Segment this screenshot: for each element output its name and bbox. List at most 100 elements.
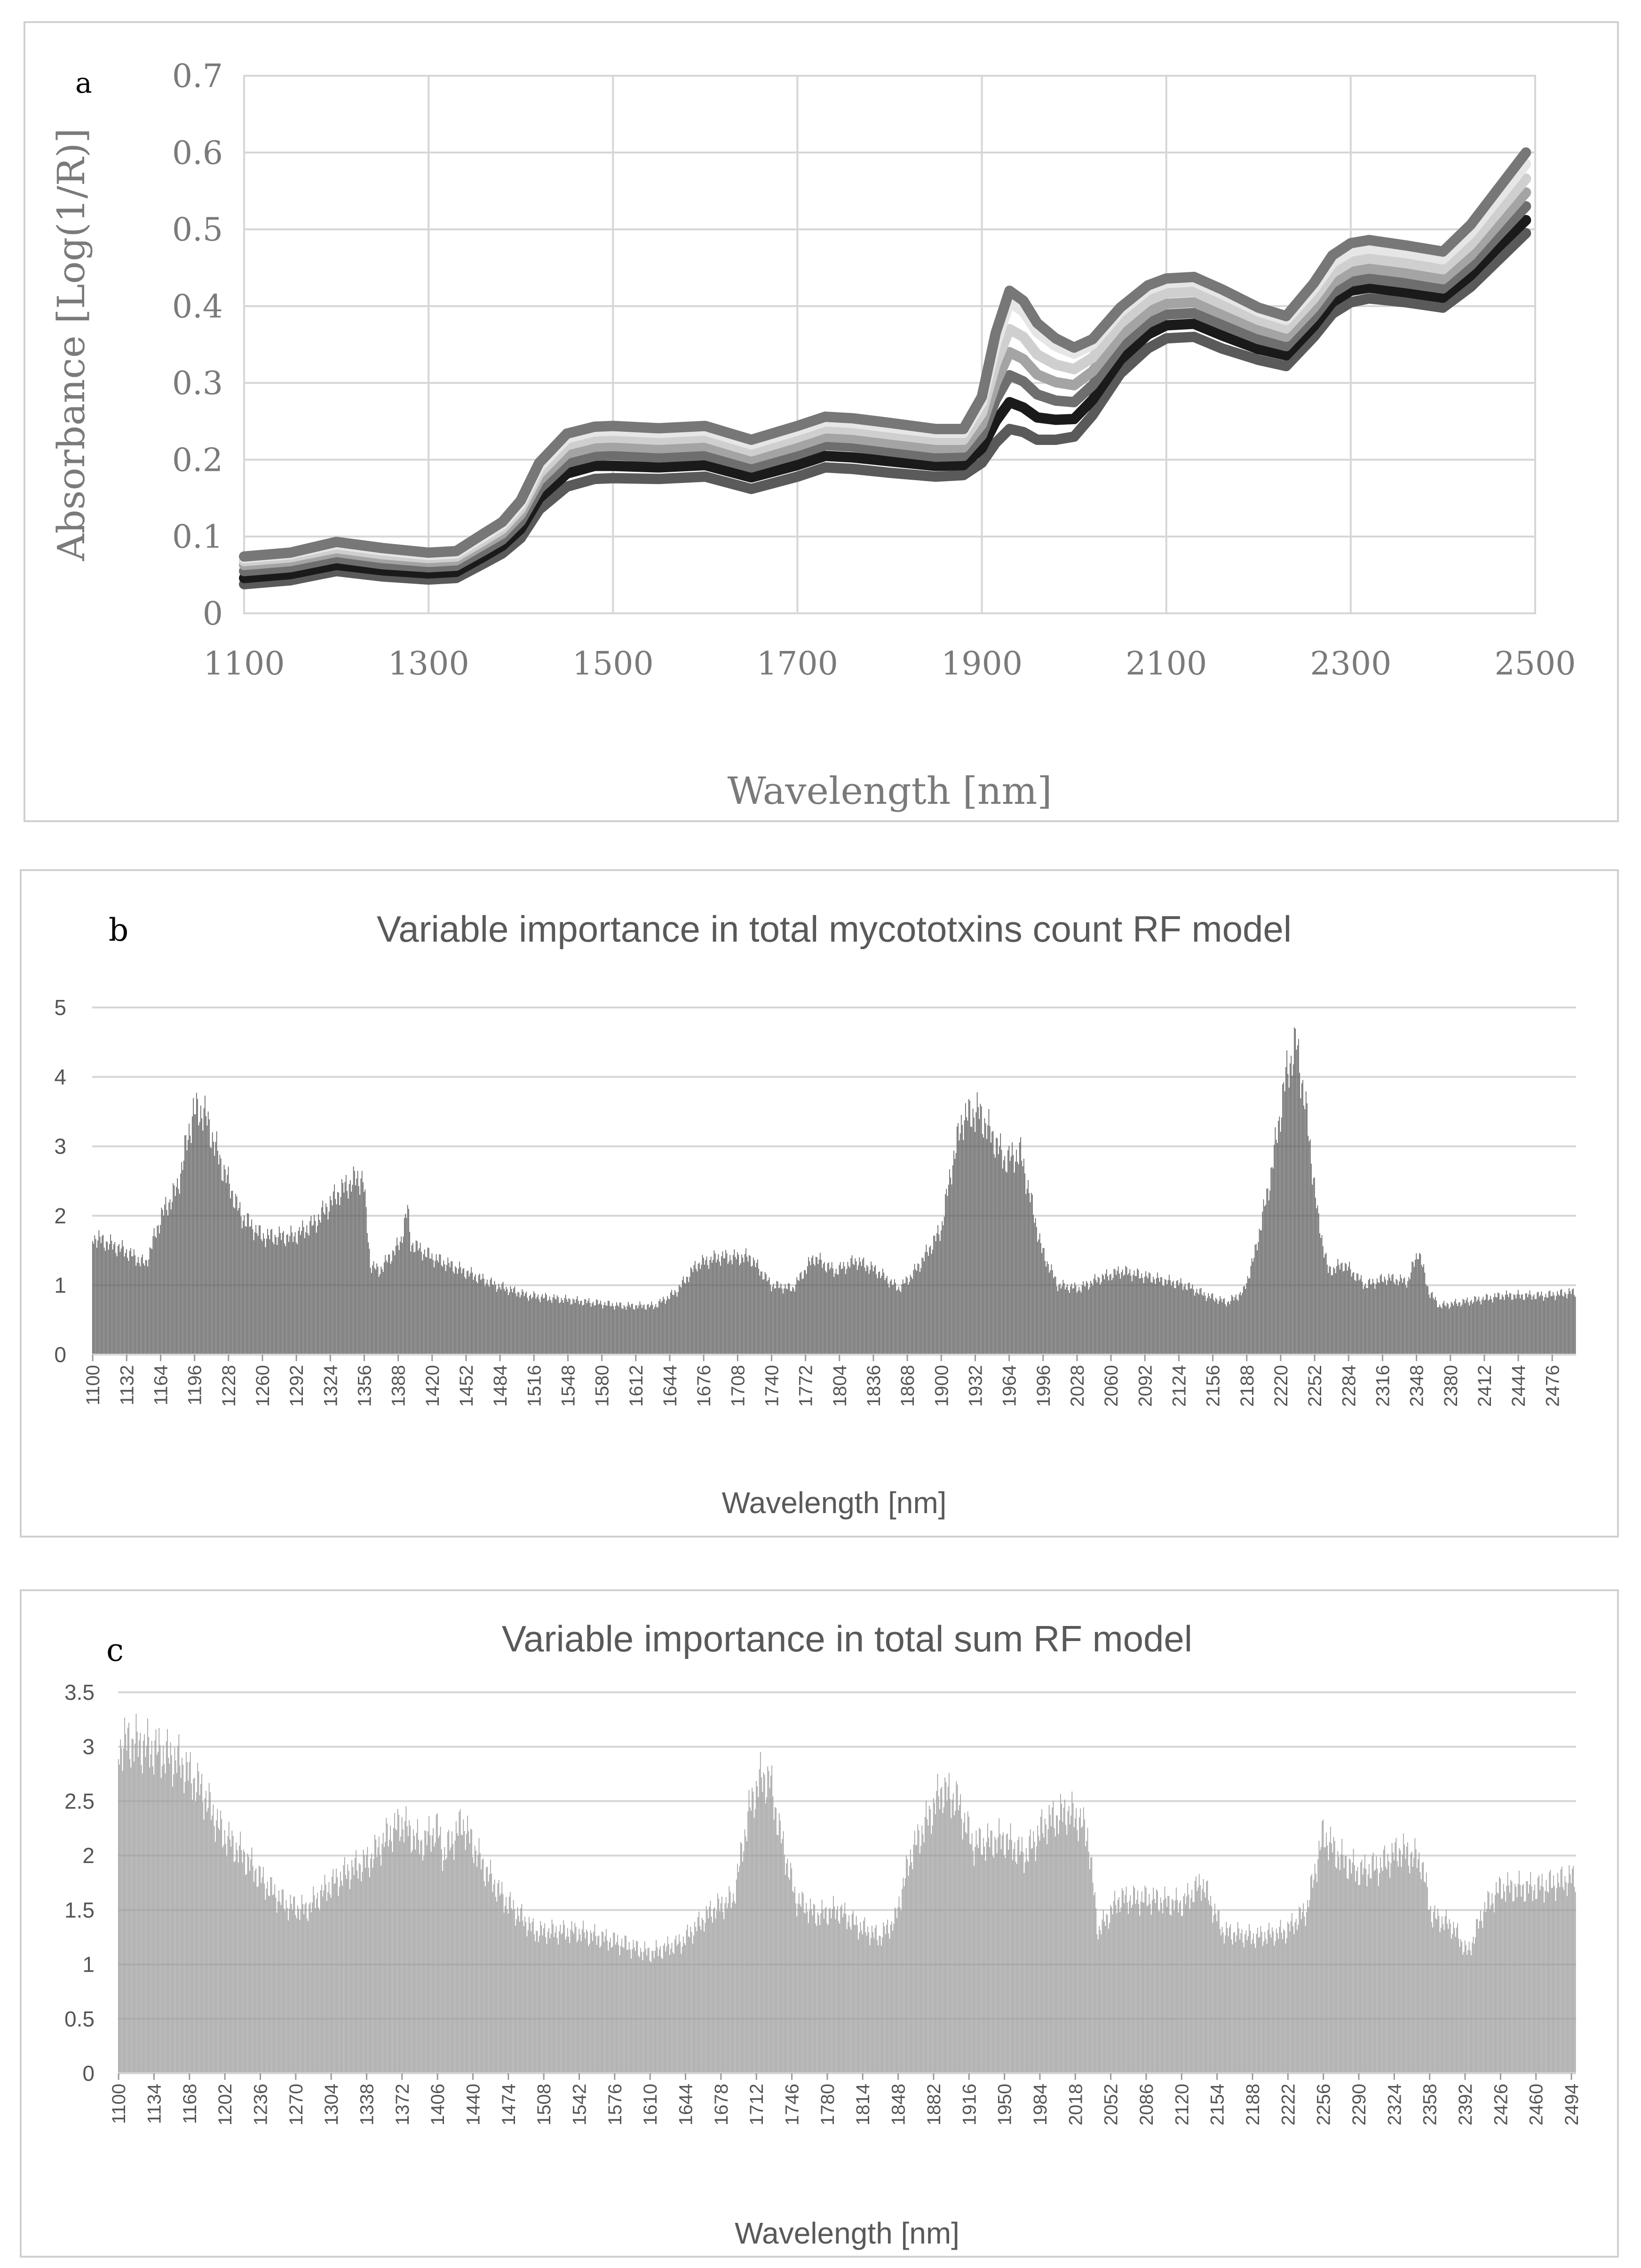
importance-bar — [1277, 1143, 1278, 1355]
importance-bar — [709, 1906, 710, 2073]
importance-bar — [1522, 1294, 1523, 1355]
importance-bar — [527, 1930, 529, 2073]
importance-bar — [962, 1840, 963, 2073]
importance-bar — [865, 1271, 866, 1355]
importance-bar — [327, 1892, 328, 2073]
importance-bar — [1178, 1912, 1179, 2073]
importance-bar — [438, 1262, 439, 1355]
importance-bar — [422, 1260, 423, 1355]
importance-bar — [195, 1114, 196, 1355]
importance-bar — [409, 1232, 410, 1355]
importance-bar — [523, 1296, 525, 1355]
importance-bar — [635, 1305, 636, 1355]
importance-bar — [484, 1886, 486, 2073]
importance-bar — [1516, 1897, 1518, 2073]
importance-bar — [365, 1190, 366, 1355]
importance-bar — [1281, 1933, 1282, 2073]
importance-bar — [957, 1784, 958, 2073]
importance-bar — [392, 1852, 393, 2073]
importance-bar — [1070, 1816, 1071, 2073]
importance-bar — [727, 1263, 729, 1355]
importance-bar — [222, 1181, 224, 1355]
importance-bar — [739, 1265, 740, 1355]
x-tick-label: 2086 — [1136, 2084, 1157, 2125]
y-tick-label: 3.5 — [64, 1680, 95, 1705]
importance-bar — [193, 1098, 194, 1355]
importance-bar — [613, 1932, 614, 2073]
importance-bar — [567, 1301, 568, 1355]
importance-bar — [272, 1242, 273, 1355]
importance-bar — [1088, 1852, 1089, 2073]
panel-label: b — [109, 912, 128, 948]
importance-bar — [619, 1955, 620, 2073]
importance-bar — [1206, 1881, 1207, 2073]
importance-bar — [1262, 1946, 1263, 2073]
importance-bar — [643, 1951, 644, 2073]
importance-bar — [255, 1868, 257, 2073]
importance-bar — [619, 1302, 620, 1355]
importance-bar — [209, 1119, 210, 1355]
importance-bar — [1301, 1919, 1302, 2073]
importance-bar — [1426, 1872, 1427, 2073]
importance-bar — [263, 1867, 264, 2073]
importance-bar — [1383, 1849, 1384, 2073]
importance-bar — [1477, 1919, 1478, 2073]
importance-bar — [487, 1866, 488, 2073]
importance-bar — [484, 1881, 485, 2073]
importance-bar — [1071, 1792, 1073, 2073]
importance-bar — [970, 1126, 971, 1355]
importance-bar — [274, 1235, 276, 1355]
importance-bar — [735, 1903, 736, 2073]
importance-bar — [1280, 1919, 1281, 2073]
x-tick-label: 1516 — [524, 1365, 545, 1407]
importance-bar — [985, 1860, 986, 2073]
importance-bar — [565, 1294, 566, 1355]
x-tick-label: 1576 — [605, 2084, 626, 2125]
importance-bar — [616, 1942, 617, 2073]
importance-bar — [1539, 1890, 1541, 2073]
importance-bar — [1165, 1898, 1166, 2073]
importance-bar — [1047, 1264, 1049, 1355]
importance-bar — [1051, 1826, 1052, 2073]
importance-bar — [259, 1225, 260, 1355]
importance-bar — [870, 1269, 871, 1355]
importance-bar — [964, 1813, 965, 2073]
x-tick-label: 2100 — [1126, 645, 1207, 682]
importance-bar — [1403, 1833, 1404, 2073]
importance-bar — [390, 1263, 391, 1355]
importance-bar — [1268, 1200, 1269, 1355]
importance-bar — [804, 1912, 805, 2073]
importance-bar — [681, 1953, 682, 2073]
importance-bar — [275, 1897, 277, 2073]
importance-bar — [691, 1269, 692, 1355]
importance-bar — [894, 1279, 895, 1355]
importance-bar — [1220, 1296, 1221, 1355]
importance-bar — [1521, 1896, 1522, 2073]
importance-bar — [1231, 1295, 1232, 1355]
importance-bar — [988, 1837, 989, 2073]
importance-bar — [182, 1170, 183, 1355]
importance-bar — [1058, 1285, 1060, 1355]
importance-bar — [219, 1830, 220, 2073]
importance-bar — [1138, 1269, 1139, 1355]
importance-bar — [603, 1942, 605, 2073]
x-tick-label: 2348 — [1407, 1365, 1427, 1407]
importance-bar — [1102, 1274, 1103, 1355]
x-tick-label: 2426 — [1490, 2084, 1511, 2125]
importance-bar — [1085, 1846, 1086, 2073]
importance-bar — [1494, 1293, 1495, 1355]
x-tick-label: 1644 — [660, 1365, 681, 1407]
importance-bar — [1274, 1945, 1275, 2073]
y-tick-label: 0.1 — [172, 519, 223, 556]
importance-bar — [600, 1301, 601, 1355]
importance-bar — [767, 1281, 768, 1355]
importance-bar — [438, 1838, 439, 2073]
importance-bar — [814, 1265, 816, 1355]
importance-bar — [1123, 1276, 1124, 1355]
importance-bar — [1012, 1142, 1013, 1355]
importance-bar — [444, 1264, 445, 1355]
importance-bar — [954, 1815, 955, 2073]
importance-bar — [787, 1858, 788, 2073]
importance-bar — [1192, 1902, 1194, 2073]
y-tick-label: 1 — [54, 1273, 66, 1297]
